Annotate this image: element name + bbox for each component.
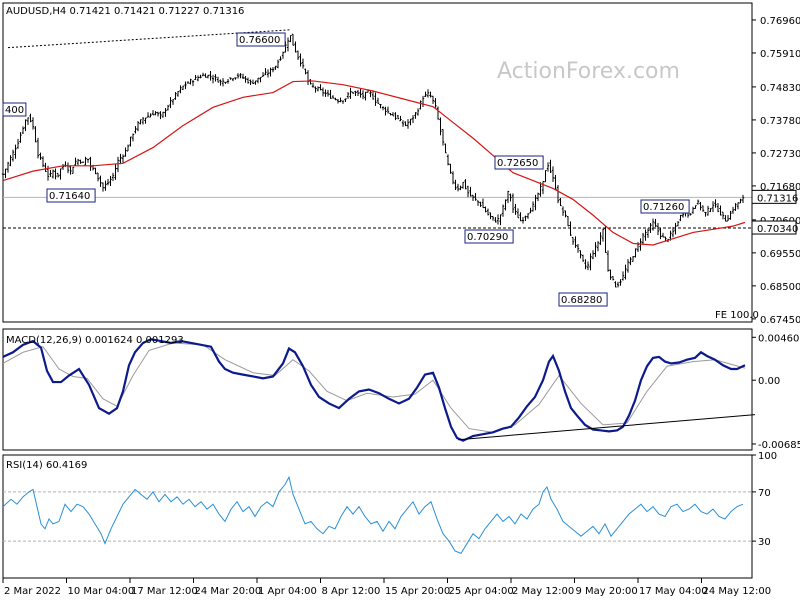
rsi-title: RSI(14) 60.4169 (6, 460, 87, 471)
macd-trend-line (457, 414, 756, 441)
price-tick-label: 0.74830 (760, 83, 800, 94)
x-tick-label: 9 May 20:00 (576, 586, 638, 597)
x-tick-label: 1 Apr 04:00 (258, 586, 317, 597)
price-annotation-label: 0.71260 (643, 202, 684, 213)
price-ohlc-bars (1, 33, 745, 288)
price-annotation-label: 0.70290 (467, 232, 508, 243)
support-level-box (751, 220, 797, 235)
current-price-label: 0.71316 (757, 193, 798, 204)
support-level-label: 0.70340 (757, 224, 798, 235)
rsi-panel-frame (2, 454, 753, 579)
price-annotation-box (464, 229, 514, 244)
rsi-tick-label: 30 (758, 537, 771, 548)
macd-tick-label: 0.004608 (758, 333, 800, 344)
price-annotation-label: 0.71640 (49, 191, 90, 202)
price-tick-label: 0.72730 (760, 149, 800, 160)
moving-average-line (2, 80, 746, 246)
x-tick-label: 2 May 12:00 (512, 586, 574, 597)
watermark: ActionForex.com (497, 59, 680, 84)
x-tick-label: 8 Apr 12:00 (322, 586, 381, 597)
price-annotation-label: 0.68280 (561, 295, 602, 306)
macd-tick-label: 0.00 (758, 376, 780, 387)
macd-line (2, 338, 746, 442)
price-annotation-box (494, 155, 544, 170)
price-tick-label: 0.69550 (760, 249, 800, 260)
x-tick-label: 17 May 04:00 (639, 586, 708, 597)
price-tick-label: 0.76960 (760, 16, 800, 27)
price-tick-label: 0.68500 (760, 282, 800, 293)
price-annotation-box (2, 102, 27, 117)
rsi-line (2, 475, 744, 555)
x-tick-label: 17 Mar 12:00 (131, 586, 198, 597)
fe-label: FE 100.0 (715, 310, 759, 321)
x-tick-label: 10 Mar 04:00 (68, 586, 135, 597)
price-annotation-label: 400 (5, 105, 24, 116)
rsi-tick-label: 70 (758, 488, 771, 499)
price-annotation-box (46, 188, 96, 203)
x-tick-label: 24 May 12:00 (703, 586, 772, 597)
x-tick-label: 2 Mar 2022 (4, 586, 61, 597)
price-annotation-box (236, 32, 286, 47)
price-tick-label: 0.67450 (760, 315, 800, 326)
price-tick-label: 0.71680 (760, 182, 800, 193)
x-tick-label: 15 Apr 20:00 (385, 586, 450, 597)
price-title: AUDUSD,H4 0.71421 0.71421 0.71227 0.7131… (6, 6, 244, 17)
rsi-tick-label: 100 (758, 451, 777, 462)
price-tick-label: 0.73780 (760, 116, 800, 127)
macd-tick-label: -0.006853 (758, 440, 800, 451)
price-annotation-label: 0.76600 (239, 35, 280, 46)
price-annotation-box (640, 199, 690, 214)
price-annotation-label: 0.72650 (497, 158, 538, 169)
x-tick-label: 24 Mar 20:00 (195, 586, 262, 597)
macd-panel-frame (2, 328, 753, 451)
x-tick-label: 25 Apr 04:00 (449, 586, 514, 597)
macd-title: MACD(12,26,9) 0.001624 0.001293 (6, 335, 184, 346)
price-panel-frame (2, 2, 753, 323)
price-annotation-box (558, 292, 608, 307)
price-tick-label: 0.75910 (760, 49, 800, 60)
macd-signal-line (2, 342, 746, 433)
current-price-box (751, 189, 797, 204)
